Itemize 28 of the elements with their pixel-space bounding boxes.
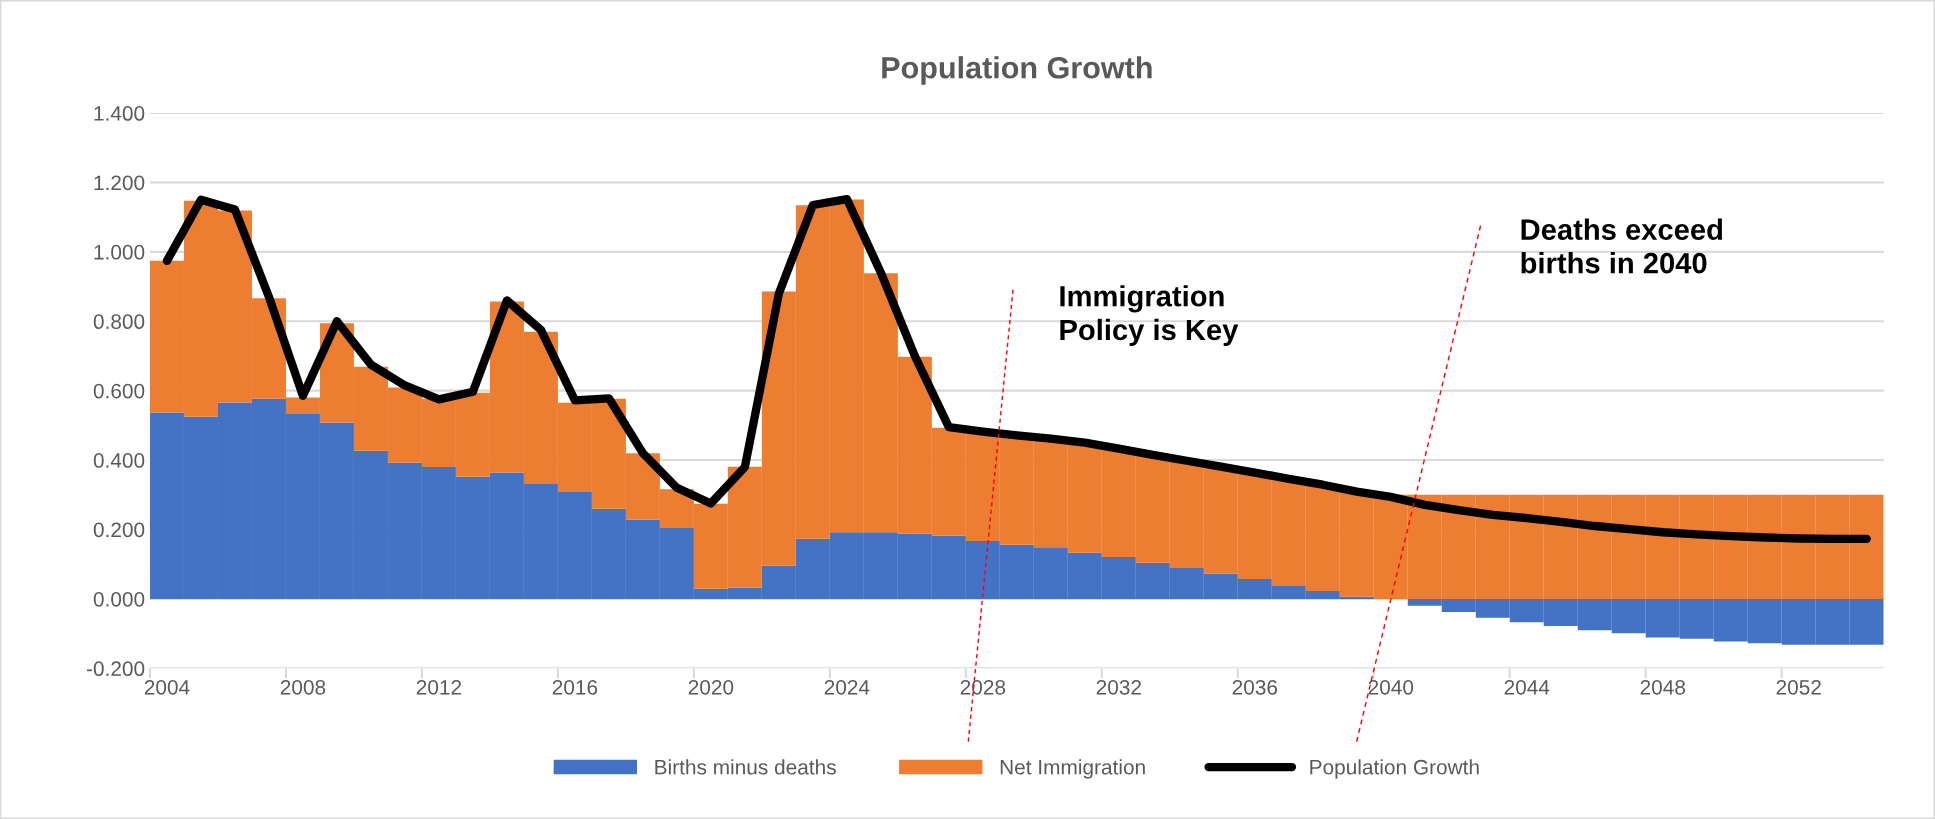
legend-label: Births minus deaths	[655, 759, 836, 775]
annotation: Deaths exceed births in 2040	[1521, 218, 1722, 274]
legend-label: Population Growth	[1310, 759, 1479, 779]
x-tick-label: 2036	[1232, 679, 1278, 695]
y-tick-label: 0.200	[93, 522, 145, 538]
x-tick-label: 2008	[280, 679, 326, 695]
y-tick-label: 1.400	[94, 106, 145, 121]
annotation: Immigration Policy is Key	[1060, 285, 1239, 347]
x-tick-label: 2032	[1096, 679, 1141, 695]
x-tick-label: 2052	[1776, 679, 1821, 695]
x-tick-label: 2028	[960, 679, 1006, 695]
y-tick-label: 0.400	[93, 453, 145, 468]
y-tick-label: -0.200	[86, 661, 145, 677]
y-tick-label: 0.800	[93, 314, 145, 330]
x-tick-label: 2016	[552, 679, 598, 695]
x-tick-label: 2040	[1368, 679, 1414, 695]
chart-title: Population Growth	[882, 56, 1152, 85]
y-tick-label: 1.200	[94, 175, 145, 191]
x-tick-label: 2048	[1640, 679, 1686, 695]
y-tick-label: 1.000	[94, 244, 145, 260]
x-tick-label: 2020	[688, 679, 734, 695]
x-tick-label: 2024	[824, 679, 870, 695]
legend-label: Net Immigration	[1000, 759, 1145, 779]
x-tick-label: 2004	[144, 679, 190, 695]
y-tick-label: 0.000	[93, 591, 145, 607]
y-tick-label: 0.600	[93, 383, 145, 399]
x-tick-label: 2012	[416, 679, 462, 695]
x-tick-label: 2044	[1504, 679, 1550, 695]
